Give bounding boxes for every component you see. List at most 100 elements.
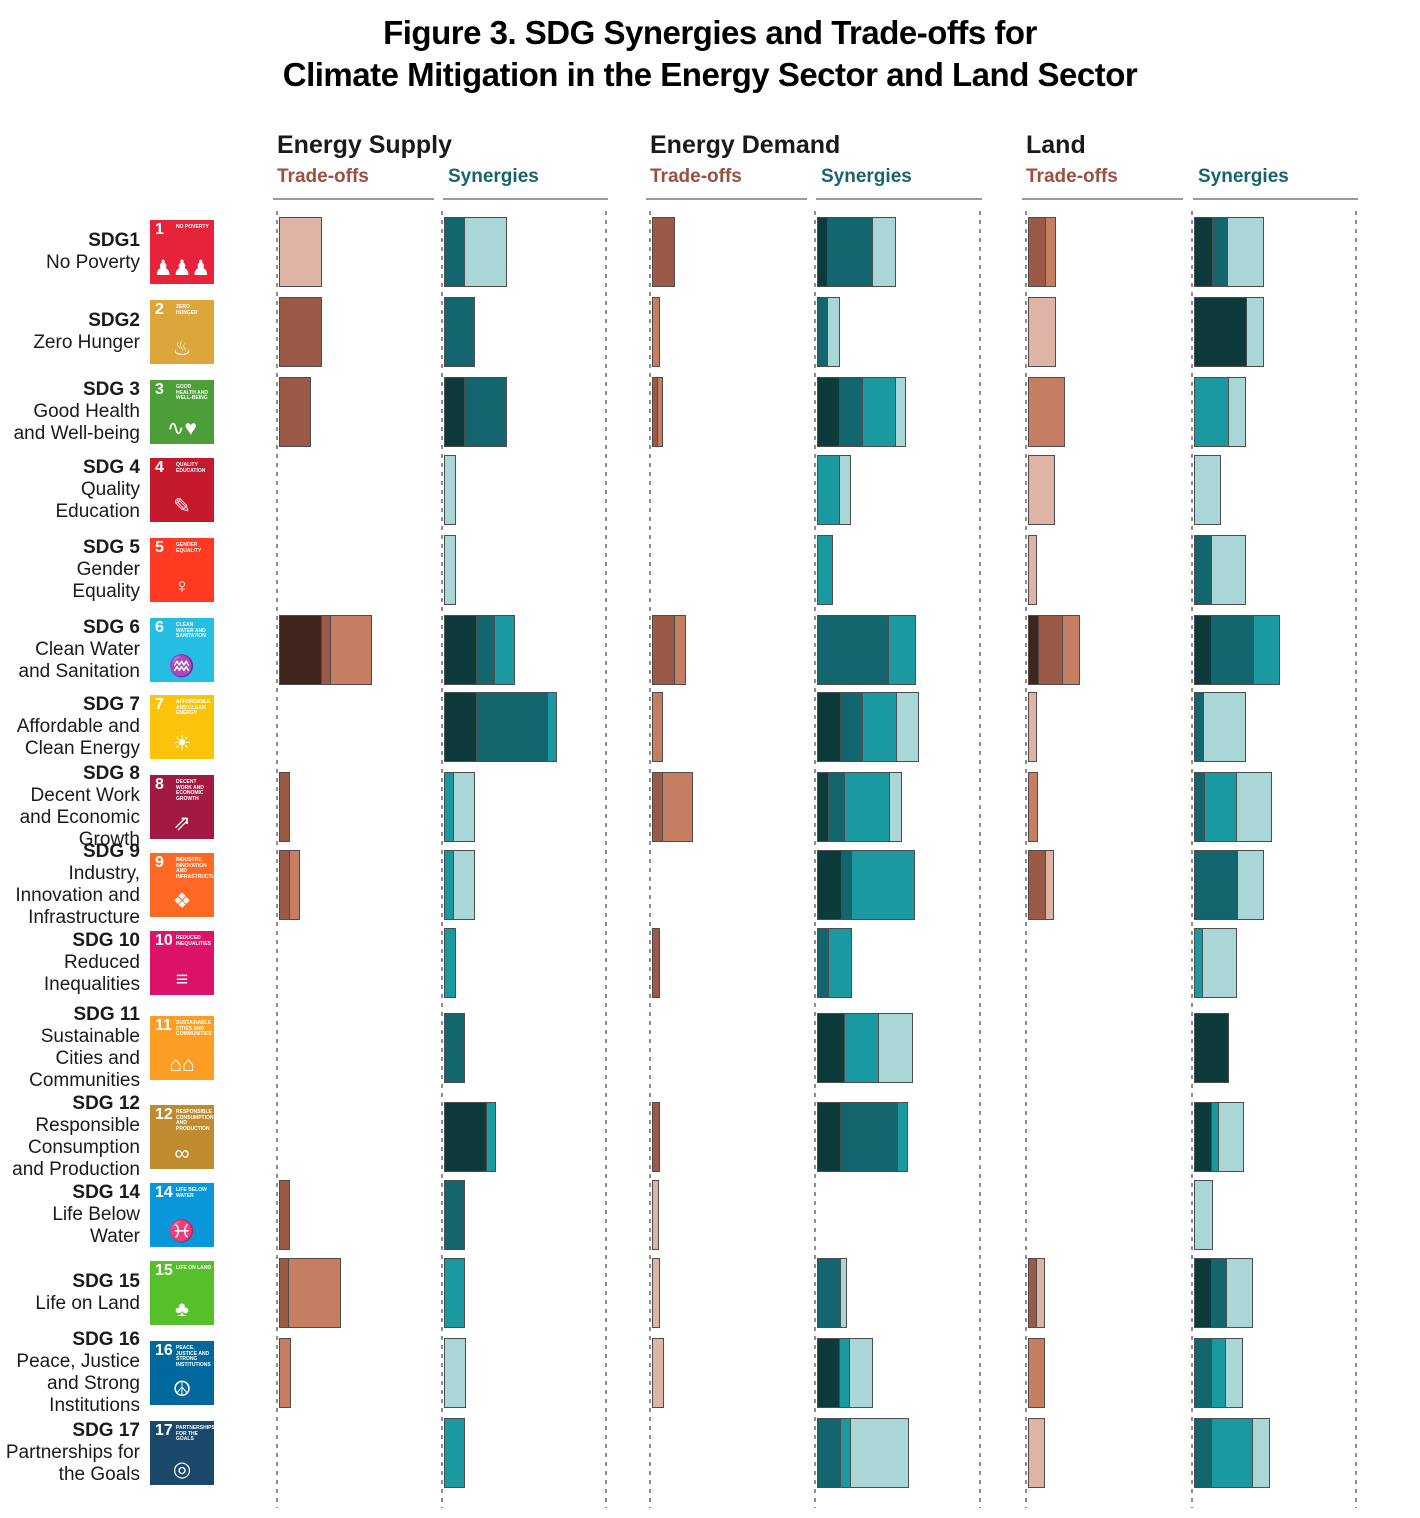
bar-sdg9-energy_supply-synergies — [444, 850, 475, 920]
row-label-sdg-number: SDG 16 — [72, 1329, 140, 1350]
bar-segment-s4 — [817, 1338, 840, 1408]
sdg-tile-caption: CLEAN WATER AND SANITATION — [176, 622, 206, 639]
bar-segment-t1 — [652, 1180, 659, 1250]
bar-sdg14-land-synergies — [1194, 1180, 1213, 1250]
sdg11-tile: 11 SUSTAINABLE CITIES AND COMMUNITIES ⌂⌂ — [150, 1016, 214, 1080]
bar-segment-s4 — [817, 850, 842, 920]
bar-segment-s2 — [844, 772, 890, 842]
row-label-name-line: Clean Water — [35, 639, 140, 660]
bar-sdg8-energy_demand-synergies — [817, 772, 902, 842]
sdg-tile-number: 11 — [155, 1017, 172, 1034]
bar-sdg4-land-synergies — [1194, 455, 1221, 525]
bar-segment-s2 — [862, 692, 897, 762]
bar-segment-s1 — [444, 535, 456, 605]
bar-segment-s2 — [1253, 615, 1280, 685]
bar-sdg15-energy_supply-synergies — [444, 1258, 465, 1328]
sdg-tile-number: 14 — [155, 1184, 173, 1201]
bar-sdg7-energy_demand-synergies — [817, 692, 919, 762]
row-label-name-line: Inequalities — [43, 974, 140, 995]
sdg-tile-caption: DECENT WORK AND ECONOMIC GROWTH — [176, 779, 204, 802]
row-label-name-line: Institutions — [49, 1395, 140, 1416]
bar-segment-s1 — [839, 1258, 847, 1328]
row-label-sdg-number: SDG 4 — [82, 457, 140, 478]
row-label-8: SDG 8 Decent Work and Economic Growth — [0, 763, 140, 850]
bar-segment-s2 — [817, 455, 840, 525]
bar-segment-s4 — [817, 692, 841, 762]
bar-sdg15-energy_supply-tradeoffs — [279, 1258, 341, 1328]
bar-segment-t1 — [1028, 535, 1037, 605]
sdg-tile-caption: LIFE ON LAND — [176, 1265, 211, 1271]
bar-segment-t2 — [652, 297, 660, 367]
axis-dashed-line-energy_demand-2 — [979, 211, 981, 1508]
bar-sdg12-land-synergies — [1194, 1102, 1244, 1172]
row-label-name-line: Communities — [29, 1070, 140, 1091]
bar-segment-s3 — [1194, 535, 1212, 605]
bar-segment-t3 — [1028, 217, 1046, 287]
axis-dashed-line-energy_demand-1 — [814, 211, 816, 1508]
bar-sdg5-land-tradeoffs — [1028, 535, 1037, 605]
bar-sdg6-energy_demand-synergies — [817, 615, 916, 685]
synergies-header-rule-energy_demand — [816, 198, 982, 200]
bar-segment-s3 — [839, 692, 864, 762]
sdg-tile-number: 12 — [155, 1106, 173, 1123]
sdg14-tile: 14 LIFE BELOW WATER ♓ — [150, 1183, 214, 1247]
row-label-4: SDG 4 Quality Education — [0, 455, 140, 525]
row-label-sdg-number: SDG 9 — [82, 841, 140, 862]
bar-sdg8-land-synergies — [1194, 772, 1272, 842]
bar-segment-s3 — [1210, 615, 1255, 685]
figure-title-line1: Figure 3. SDG Synergies and Trade-offs f… — [383, 14, 1037, 51]
row-label-name-line: Sustainable — [40, 1026, 140, 1047]
row-label-name-line: Water — [90, 1226, 140, 1247]
bar-segment-s1 — [838, 455, 851, 525]
sdg10-tile: 10 REDUCED INEQUALITIES ≡ — [150, 931, 214, 995]
sdg5-tile: 5 GENDER EQUALITY ♀ — [150, 538, 214, 602]
bar-segment-s3 — [475, 615, 496, 685]
row-label-name-line: and Economic — [19, 807, 140, 828]
bar-segment-s3 — [1210, 1258, 1228, 1328]
bar-sdg6-energy_supply-synergies — [444, 615, 515, 685]
bar-sdg12-energy_supply-synergies — [444, 1102, 496, 1172]
bar-segment-s2 — [1194, 377, 1229, 447]
tradeoffs-column-label-land: Trade-offs — [1026, 166, 1118, 187]
bar-segment-s1 — [895, 692, 919, 762]
row-label-name-line: Consumption — [28, 1137, 140, 1158]
bar-segment-s2 — [827, 928, 852, 998]
tradeoffs-header-rule-land — [1022, 198, 1183, 200]
bar-sdg7-land-synergies — [1194, 692, 1246, 762]
sdg-tile-caption: PEACE, JUSTICE AND STRONG INSTITUTIONS — [176, 1345, 211, 1368]
synergies-column-label-energy_supply: Synergies — [448, 166, 539, 187]
bar-sdg1-energy_supply-synergies — [444, 217, 507, 287]
sdg12-tile: 12 RESPONSIBLE CONSUMPTION AND PRODUCTION… — [150, 1105, 214, 1169]
row-label-name-line: Affordable and — [16, 716, 140, 737]
row-label-name-line: and Well-being — [13, 423, 140, 444]
bar-segment-s2 — [817, 535, 833, 605]
bar-sdg17-land-tradeoffs — [1028, 1418, 1045, 1488]
tradeoffs-header-rule-energy_demand — [646, 198, 807, 200]
bar-segment-s3 — [817, 1258, 841, 1328]
bar-segment-s3 — [817, 615, 889, 685]
bar-segment-t1 — [652, 1338, 664, 1408]
bar-segment-t2 — [1028, 772, 1038, 842]
row-label-sdg-number: SDG 3 — [82, 379, 140, 400]
bar-sdg8-land-tradeoffs — [1028, 772, 1038, 842]
bar-sdg11-land-synergies — [1194, 1013, 1229, 1083]
bar-sdg2-energy_supply-synergies — [444, 297, 475, 367]
bar-segment-s4 — [1194, 1258, 1212, 1328]
people-icon: ♟♟♟ — [153, 257, 211, 280]
bar-sdg12-energy_demand-synergies — [817, 1102, 908, 1172]
bar-segment-s1 — [1236, 772, 1272, 842]
bar-sdg17-energy_supply-synergies — [444, 1418, 465, 1488]
bar-segment-s4 — [444, 377, 465, 447]
sdg2-tile: 2 ZERO HUNGER ♨ — [150, 300, 214, 364]
bar-sdg16-land-tradeoffs — [1028, 1338, 1045, 1408]
bar-segment-t2 — [330, 615, 372, 685]
bar-segment-t1 — [652, 1258, 660, 1328]
figure-title-line2: Climate Mitigation in the Energy Sector … — [282, 56, 1138, 93]
sdg3-tile: 3 GOOD HEALTH AND WELL-BEING ∿♥ — [150, 380, 214, 444]
sdg-tile-number: 15 — [155, 1262, 173, 1279]
row-label-16: SDG 16 Peace, Justice and Strong Institutio… — [0, 1329, 140, 1416]
bar-segment-s1 — [878, 1013, 913, 1083]
education-icon: ✎ — [173, 495, 191, 518]
sdg-tile-number: 7 — [155, 696, 164, 713]
bar-segment-s1 — [826, 297, 840, 367]
